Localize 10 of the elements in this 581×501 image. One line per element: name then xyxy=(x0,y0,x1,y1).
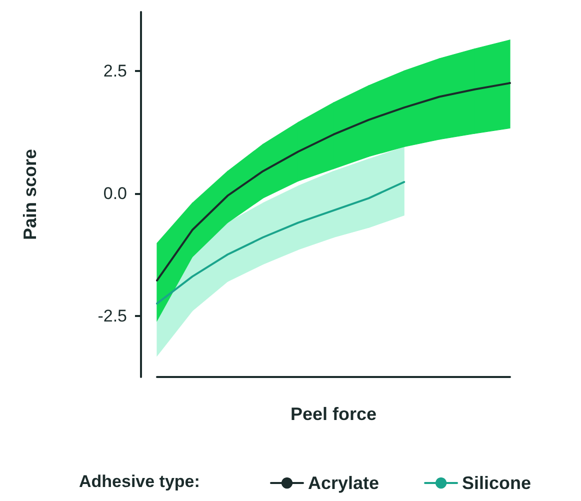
y-tick-label: 0.0 xyxy=(103,184,127,203)
y-axis-title: Pain score xyxy=(20,148,40,240)
legend-label: Acrylate xyxy=(308,473,380,493)
legend-label: Silicone xyxy=(462,473,532,493)
line-series xyxy=(156,181,406,305)
y-tick-label: 2.5 xyxy=(103,61,127,80)
y-tick-label: -2.5 xyxy=(98,306,127,326)
line-series xyxy=(156,82,511,282)
legend-title: Adhesive type: xyxy=(79,472,200,491)
x-axis-title: Peel force xyxy=(290,404,377,424)
